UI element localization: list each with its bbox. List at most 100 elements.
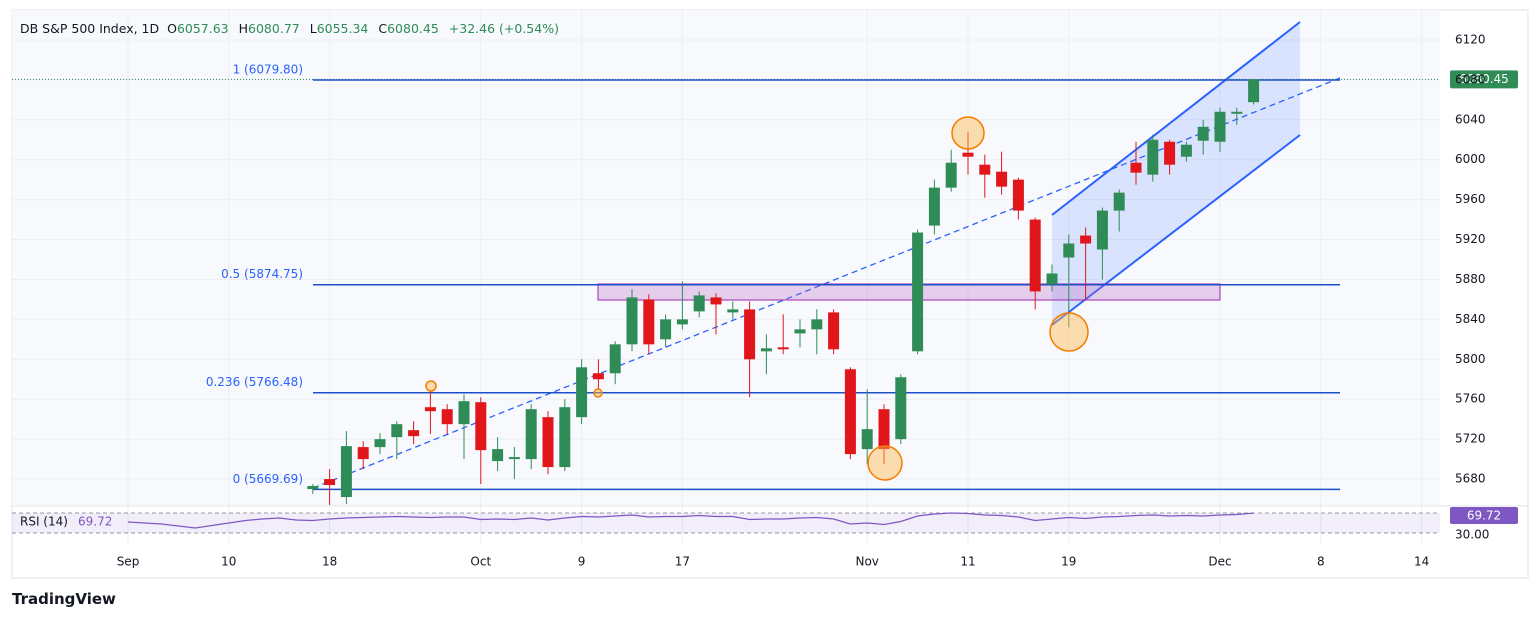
candle-body [928,187,940,226]
ohlc-key: L [309,21,317,36]
plot-area [12,10,1440,505]
channel-lower [1051,134,1301,326]
candle-body [475,402,487,451]
candle-body [1231,111,1243,114]
y-tick-label: 6120 [1455,32,1486,46]
candle-body [525,409,537,460]
candle-body [811,319,823,330]
highlight-circle [867,445,903,481]
y-tick-label: 6080 [1455,72,1486,86]
rsi-value: 69.72 [78,515,112,529]
candle-body [441,409,453,425]
candle-body [391,424,403,438]
candle-body [1164,141,1176,165]
highlight-circle [951,116,985,150]
candle-body [794,329,806,334]
channel-upper [1051,21,1301,216]
candle-body [424,407,436,412]
candle-body [492,449,504,462]
candle-body [374,439,386,448]
candle-body [324,479,336,486]
price-badge-label: 6080.45 [1459,72,1509,86]
ohlc-key: O [167,21,177,36]
candle-body [340,446,352,498]
zone-box [597,283,1221,301]
candle-body [609,344,621,374]
brand-logo[interactable]: TradingView [12,590,116,608]
candle-body [1214,111,1226,142]
fib-label: 0.5 (5874.75) [221,267,303,281]
candle-body [576,367,588,418]
x-tick-label: 17 [675,555,690,569]
highlight-circle [425,380,437,392]
candle-body [408,430,420,437]
x-tick-label: Nov [855,555,878,569]
candle-body [777,347,789,350]
candle-body [1197,126,1209,141]
y-tick-label: 5800 [1455,352,1486,366]
candle-body [996,171,1008,187]
y-tick-label: 6040 [1455,112,1486,126]
fib-label: 1 (6079.80) [233,63,303,77]
candle-body [710,297,722,305]
price-badge [1450,70,1518,89]
ohlc-key: C [378,21,388,36]
legend-header: DB S&P 500 Index, 1D O6057.63 H6080.77 L… [20,21,565,36]
candle-body [307,486,319,490]
x-tick-label: 11 [960,555,975,569]
x-tick-label: 18 [322,555,337,569]
y-tick-label: 5760 [1455,392,1486,406]
fib-label: 0 (5669.69) [233,472,303,486]
candle-body [1012,179,1024,211]
candle-body [744,309,756,360]
candle-body [1080,235,1092,244]
candle-body [676,319,688,325]
rsi-badge [1450,507,1518,524]
y-tick-label: 5720 [1455,432,1486,446]
ohlc-value: 6055.34 [316,21,369,36]
highlight-circle [1049,312,1089,352]
candle-body [1147,139,1159,175]
rsi-name: RSI (14) [20,515,68,529]
x-tick-label: 10 [221,555,236,569]
candle-body [1063,243,1075,258]
y-tick-label: 5840 [1455,312,1486,326]
candle-body [760,348,772,352]
x-tick-label: Dec [1208,555,1231,569]
candle-body [357,447,369,460]
candle-body [1029,219,1041,292]
x-tick-label: 8 [1317,555,1325,569]
candle-body [458,401,470,425]
change: +32.46 (+0.54%) [448,21,559,36]
candle-body [592,373,604,380]
x-tick-label: Oct [470,555,491,569]
candle-body [895,377,907,440]
candle-body [559,407,571,468]
ohlc-value: 6080.77 [248,21,300,36]
y-tick-label: 5920 [1455,232,1486,246]
candle-body [626,297,638,345]
x-tick-label: 9 [578,555,586,569]
highlight-circle [593,388,603,398]
x-tick-label: 19 [1061,555,1076,569]
candle-body [1046,273,1058,285]
x-tick-label: 14 [1414,555,1429,569]
candle-body [693,295,705,312]
ohlc-value: 6080.45 [387,21,439,36]
candle-body [962,152,974,157]
y-tick-label: 5880 [1455,272,1486,286]
fib-label: 0.236 (5766.48) [206,375,303,389]
candle-body [844,369,856,455]
candle-body [508,457,520,460]
rsi-line [127,512,1254,529]
y-tick-label: 5680 [1455,472,1486,486]
channel-fill [1052,22,1300,325]
candle-body [1113,192,1125,211]
y-tick-label: 5960 [1455,192,1486,206]
candle-body [1180,144,1192,157]
symbol: DB S&P 500 Index, 1D [20,21,160,36]
candle-body [861,429,873,450]
candle-body [643,299,655,345]
